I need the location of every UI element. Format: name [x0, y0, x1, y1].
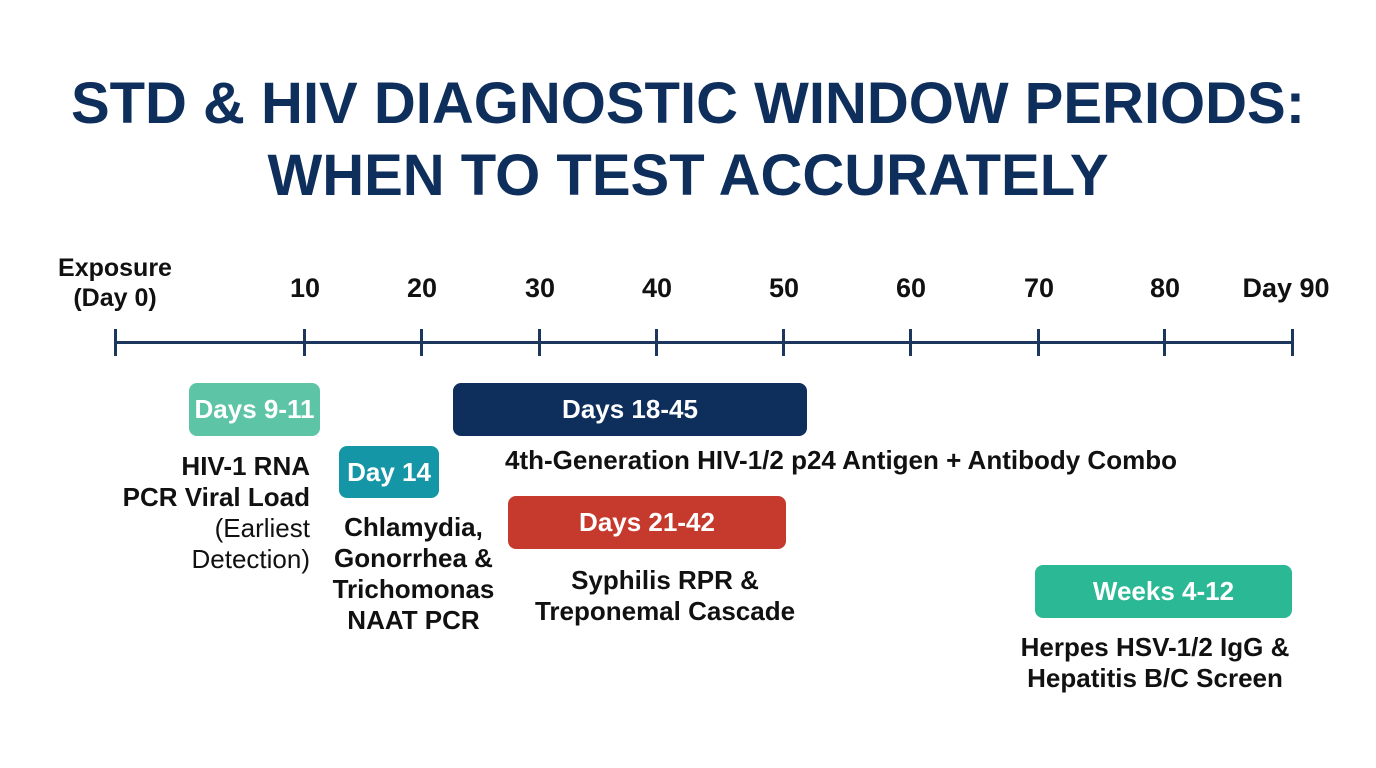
tick-label-80: 80 — [1149, 273, 1181, 303]
chlamydia-line-2: Gonorrhea & — [334, 543, 493, 573]
hiv-rna-description: HIV-1 RNA PCR Viral Load (Earliest Detec… — [120, 451, 310, 575]
tick-label-day-90: Day 90 — [1242, 273, 1330, 303]
tick-label-60: 60 — [895, 273, 927, 303]
hiv-rna-line-1: HIV-1 RNA — [181, 451, 310, 481]
herpes-line-2: Hepatitis B/C Screen — [1027, 663, 1283, 693]
chlamydia-description: Chlamydia, Gonorrhea & Trichomonas NAAT … — [326, 512, 501, 636]
syphilis-line-2: Treponemal Cascade — [534, 596, 796, 626]
herpes-line-1: Herpes HSV-1/2 IgG & — [1020, 632, 1290, 662]
page-title-line-1: STD & HIV DIAGNOSTIC WINDOW PERIODS: — [70, 71, 1306, 136]
syphilis-line-1: Syphilis RPR & — [571, 565, 759, 595]
chlamydia-line-1: Chlamydia, — [344, 512, 483, 542]
tick-day-80 — [1163, 329, 1166, 356]
tick-label-20: 20 — [406, 273, 438, 303]
tick-label-10: 10 — [289, 273, 321, 303]
badge-days-18-45: Days 18-45 — [453, 383, 807, 436]
hiv-combo-description: 4th-Generation HIV-1/2 p24 Antigen + Ant… — [505, 445, 1177, 475]
badge-weeks-4-12: Weeks 4-12 — [1035, 565, 1292, 618]
tick-day-20 — [420, 329, 423, 356]
badge-day-14: Day 14 — [339, 446, 439, 498]
badge-days-9-11: Days 9-11 — [189, 383, 320, 436]
tick-label-40: 40 — [641, 273, 673, 303]
tick-day-0 — [114, 329, 117, 356]
timeline-start-label: Exposure (Day 0) — [40, 253, 190, 313]
timeline-line — [115, 341, 1293, 344]
tick-day-70 — [1037, 329, 1040, 356]
tick-day-40 — [655, 329, 658, 356]
tick-day-50 — [782, 329, 785, 356]
timeline-start-label-line-1: Exposure — [58, 254, 172, 282]
tick-day-60 — [909, 329, 912, 356]
timeline-start-label-line-2: (Day 0) — [73, 284, 157, 312]
hiv-rna-line-4: Detection) — [191, 544, 311, 574]
hiv-rna-line-3: (Earliest — [214, 513, 310, 543]
syphilis-description: Syphilis RPR & Treponemal Cascade — [520, 565, 810, 627]
badge-days-21-42: Days 21-42 — [508, 496, 786, 549]
chlamydia-line-3: Trichomonas — [332, 574, 495, 604]
herpes-description: Herpes HSV-1/2 IgG & Hepatitis B/C Scree… — [1005, 632, 1305, 694]
tick-day-10 — [303, 329, 306, 356]
tick-day-30 — [538, 329, 541, 356]
hiv-rna-line-2: PCR Viral Load — [122, 482, 310, 512]
tick-label-70: 70 — [1023, 273, 1055, 303]
tick-label-30: 30 — [524, 273, 556, 303]
tick-label-50: 50 — [768, 273, 800, 303]
page-title-line-2: WHEN TO TEST ACCURATELY — [267, 143, 1109, 208]
chlamydia-line-4: NAAT PCR — [347, 605, 480, 635]
tick-day-90 — [1291, 329, 1294, 356]
